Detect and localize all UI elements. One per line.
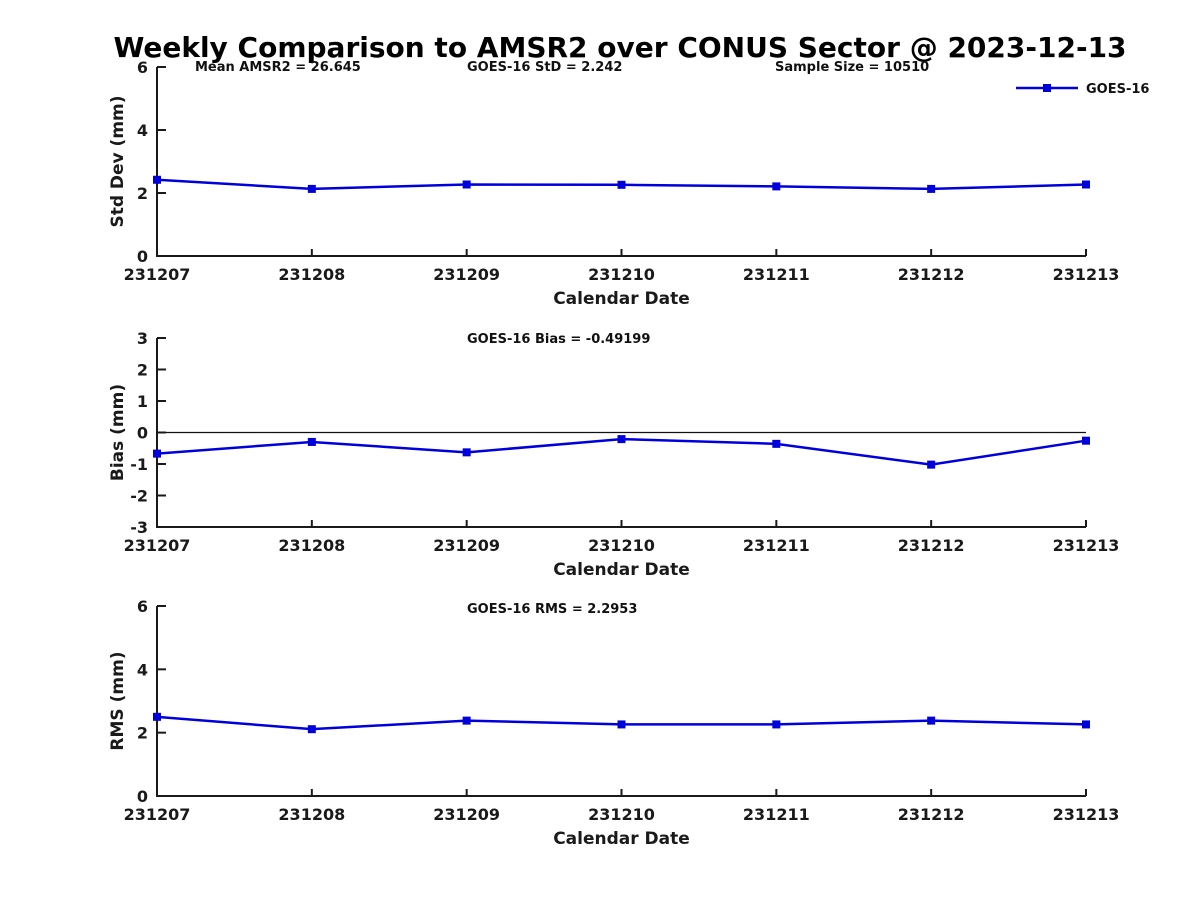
y-tick-label: 2 — [137, 361, 148, 380]
y-tick-label: 4 — [137, 121, 148, 140]
y-tick-label: -2 — [130, 487, 148, 506]
y-axis-title: Bias (mm) — [108, 384, 128, 481]
y-axis-title: Std Dev (mm) — [108, 95, 128, 227]
chart-rms: 0 2 4 6 231207 231208 231209 231210 231211 231212… — [108, 597, 1119, 849]
x-axis-title: Calendar Date — [553, 560, 690, 580]
data-point-marker — [153, 449, 161, 458]
header-stat: Sample Size = 10510 — [775, 60, 929, 75]
y-tick-label: 6 — [137, 597, 148, 616]
y-tick-label: -1 — [130, 455, 148, 474]
legend: GOES-16 — [1016, 82, 1149, 97]
data-point-marker — [772, 439, 781, 448]
x-tick-label: 231209 — [433, 265, 500, 284]
legend-label: GOES-16 — [1086, 82, 1149, 97]
data-point-marker — [462, 448, 471, 457]
data-point-marker — [1082, 720, 1090, 729]
x-tick-label: 231208 — [278, 265, 345, 284]
y-tick-label: 1 — [137, 392, 148, 411]
y-tick-label: 0 — [137, 424, 148, 443]
data-point-marker — [307, 437, 316, 446]
x-axis-title: Calendar Date — [553, 289, 690, 309]
data-point-marker — [462, 180, 471, 189]
y-tick-label: 0 — [137, 247, 148, 266]
x-tick-label: 231209 — [433, 536, 500, 555]
y-tick-label: 2 — [137, 184, 148, 203]
header-stat: Mean AMSR2 = 26.645 — [195, 60, 361, 75]
x-tick-label: 231213 — [1053, 536, 1120, 555]
data-point-marker — [617, 435, 626, 444]
data-point-marker — [772, 720, 781, 729]
header-stat: GOES-16 StD = 2.242 — [467, 60, 622, 75]
y-tick-label: -3 — [130, 518, 148, 537]
x-axis-title: Calendar Date — [553, 829, 690, 849]
chart-subtitle: GOES-16 Bias = -0.49199 — [467, 332, 650, 347]
data-point-marker — [617, 720, 626, 729]
data-point-marker — [1082, 436, 1090, 445]
x-tick-label: 231212 — [898, 536, 965, 555]
data-point-marker — [462, 716, 471, 725]
data-point-marker — [153, 712, 161, 721]
legend-marker — [1043, 84, 1051, 92]
data-point-marker — [927, 184, 936, 193]
x-tick-label: 231212 — [898, 805, 965, 824]
data-point-marker — [927, 460, 936, 469]
figure-title: Weekly Comparison to AMSR2 over CONUS Se… — [113, 31, 1127, 64]
chart-std-dev: 0 2 4 6 231207 231208 231209 231210 231211 231212… — [108, 58, 1119, 309]
data-point-marker — [617, 180, 626, 189]
x-tick-label: 231210 — [588, 805, 655, 824]
x-tick-label: 231211 — [743, 265, 810, 284]
x-tick-label: 231211 — [743, 805, 810, 824]
data-point-marker — [307, 725, 316, 734]
x-tick-label: 231207 — [124, 265, 191, 284]
data-point-marker — [153, 175, 161, 184]
x-tick-label: 231210 — [588, 536, 655, 555]
y-tick-label: 4 — [137, 660, 148, 679]
x-tick-label: 231213 — [1053, 265, 1120, 284]
data-point-marker — [927, 716, 936, 725]
x-tick-label: 231207 — [124, 805, 191, 824]
chart-subtitle: GOES-16 RMS = 2.2953 — [467, 602, 637, 617]
data-point-marker — [772, 182, 781, 191]
x-tick-label: 231207 — [124, 536, 191, 555]
x-tick-label: 231208 — [278, 805, 345, 824]
x-tick-label: 231211 — [743, 536, 810, 555]
y-tick-label: 0 — [137, 787, 148, 806]
data-point-marker — [307, 184, 316, 193]
x-tick-label: 231209 — [433, 805, 500, 824]
chart-bias: -3 -2 -1 0 1 2 3 231207 231208 231209 231210 231211… — [108, 329, 1119, 580]
x-tick-label: 231208 — [278, 536, 345, 555]
y-tick-label: 6 — [137, 58, 148, 77]
y-tick-label: 3 — [137, 329, 148, 348]
x-tick-label: 231210 — [588, 265, 655, 284]
x-tick-label: 231212 — [898, 265, 965, 284]
y-axis-title: RMS (mm) — [108, 651, 128, 750]
x-tick-label: 231213 — [1053, 805, 1120, 824]
data-point-marker — [1082, 180, 1090, 189]
y-tick-label: 2 — [137, 724, 148, 743]
